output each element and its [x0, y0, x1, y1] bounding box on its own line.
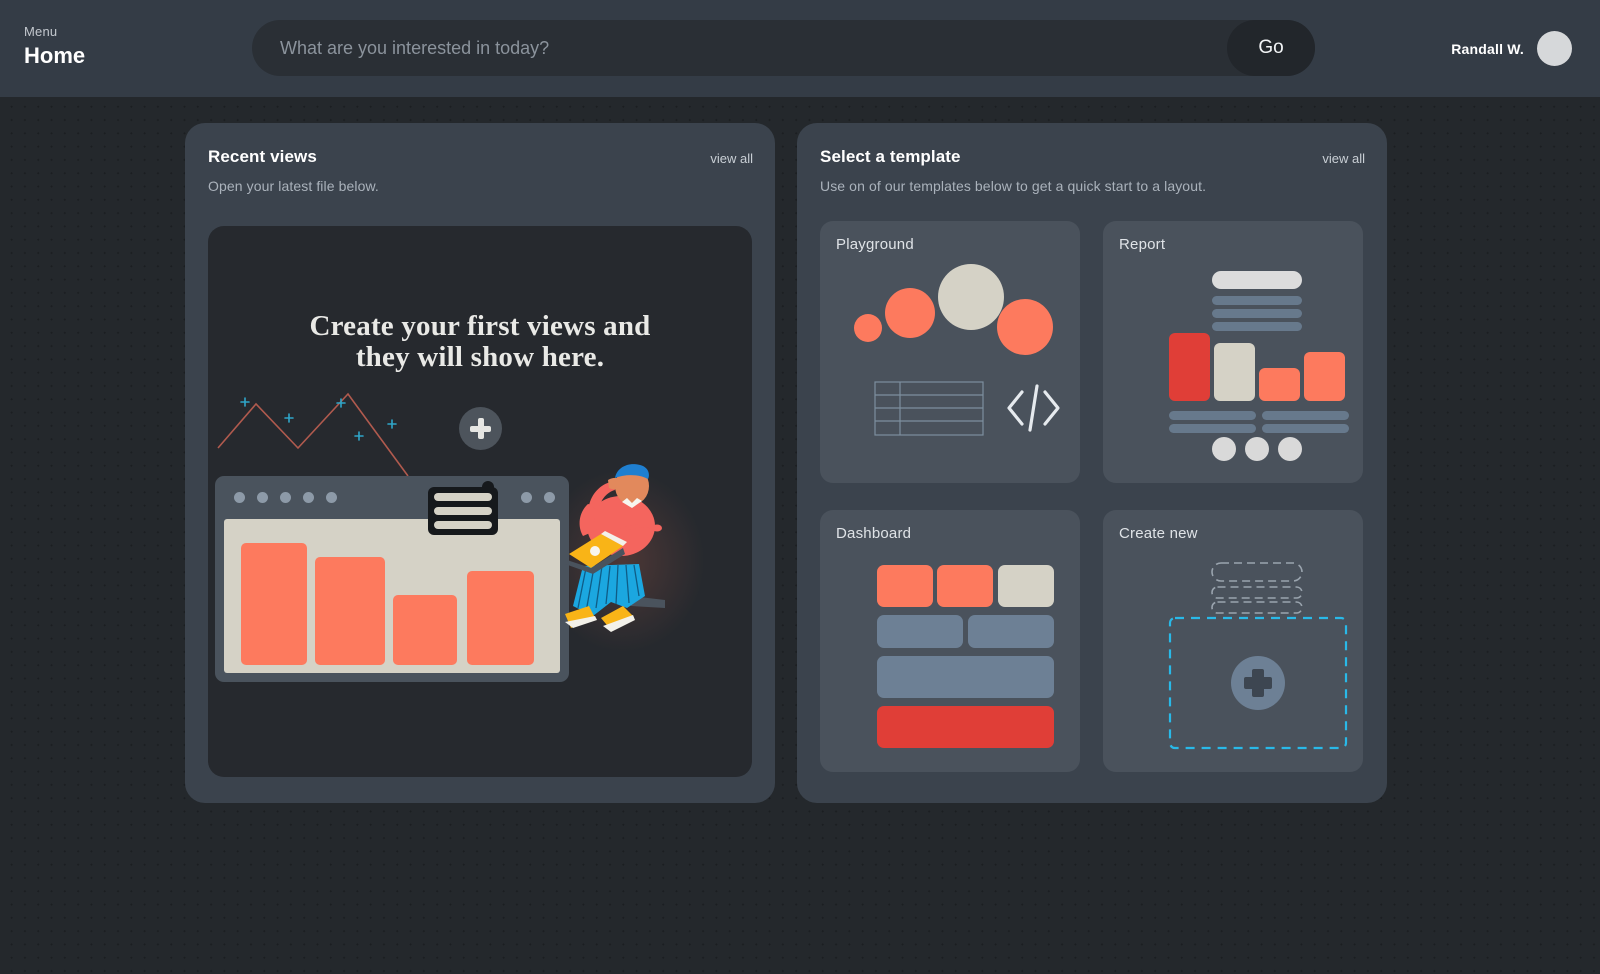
menu-label: Menu [24, 24, 58, 39]
window-dot [280, 492, 291, 503]
template-card-label: Playground [836, 236, 914, 253]
template-card-create-new[interactable]: Create new [1103, 510, 1363, 772]
empty-state-heading: Create your first views and they will sh… [208, 310, 752, 374]
recent-views-subtitle: Open your latest file below. [208, 178, 379, 194]
window-dot [544, 492, 555, 503]
template-card-label: Report [1119, 236, 1166, 253]
tooltip-line [434, 507, 492, 515]
template-card-report[interactable]: Report [1103, 221, 1363, 483]
browser-mock-illustration [215, 476, 569, 682]
empty-state-heading-line-2: they will show here. [355, 341, 605, 374]
person-illustration [565, 464, 665, 632]
create-new-preview-icon [1168, 562, 1348, 750]
browser-mock-tooltip [428, 481, 498, 535]
template-card-playground[interactable]: Playground [820, 221, 1080, 483]
window-dot [257, 492, 268, 503]
mock-bar [241, 543, 307, 665]
top-header: Menu Home Go Randall W. [0, 0, 1600, 97]
recent-views-title: Recent views [208, 147, 317, 166]
window-dot [234, 492, 245, 503]
browser-mock-screen [224, 519, 560, 673]
report-preview-icon [1169, 271, 1349, 461]
templates-header: Select a template Use on of our template… [820, 147, 1365, 194]
window-dot [326, 492, 337, 503]
tooltip-line [434, 521, 492, 529]
window-dot [303, 492, 314, 503]
playground-preview-icon [854, 264, 1060, 436]
recent-views-view-all-link[interactable]: view all [710, 151, 753, 166]
plus-icon[interactable] [459, 407, 502, 450]
mock-bar [315, 557, 385, 665]
search-bar[interactable]: Go [252, 20, 1315, 76]
templates-subtitle: Use on of our templates below to get a q… [820, 178, 1207, 194]
mock-bar [393, 595, 457, 665]
go-button[interactable]: Go [1227, 20, 1315, 76]
template-card-label: Create new [1119, 525, 1198, 542]
recent-views-header: Recent views Open your latest file below… [208, 147, 753, 194]
templates-title: Select a template [820, 147, 961, 166]
recent-views-panel: Recent views Open your latest file below… [185, 123, 775, 803]
search-input[interactable] [252, 20, 1227, 76]
empty-state-heading-line-1: Create your first views and [309, 310, 651, 342]
recent-views-empty-state: Create your first views and they will sh… [208, 226, 752, 777]
window-dot [521, 492, 532, 503]
avatar[interactable] [1537, 31, 1572, 66]
tooltip-line [434, 493, 492, 501]
decorative-chart-line [217, 392, 409, 477]
template-card-label: Dashboard [836, 525, 912, 542]
user-area[interactable]: Randall W. [1451, 31, 1572, 66]
templates-panel: Select a template Use on of our template… [797, 123, 1387, 803]
template-card-dashboard[interactable]: Dashboard [820, 510, 1080, 772]
page-title: Home [24, 43, 86, 68]
browser-mock-topbar [215, 476, 569, 519]
dashboard-preview-icon [877, 565, 1054, 748]
user-name: Randall W. [1451, 40, 1524, 57]
templates-view-all-link[interactable]: view all [1322, 151, 1365, 166]
brand-block: Menu Home [24, 24, 85, 70]
mock-bar [467, 571, 534, 665]
